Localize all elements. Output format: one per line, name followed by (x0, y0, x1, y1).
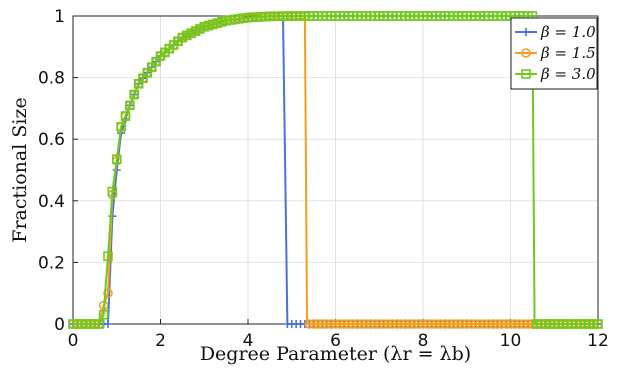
y-tick-label: 0.8 (38, 69, 65, 89)
x-tick-label: 6 (330, 331, 341, 351)
legend: β = 1.0 β = 1.5 β = 3.0 (510, 17, 598, 90)
tick-labels: 0 2 4 6 8 10 12 0 0.2 0.4 0.6 0.8 1 (38, 7, 609, 351)
data-point (94, 319, 105, 329)
series-2 (68, 11, 603, 329)
x-tick-label: 4 (243, 331, 254, 351)
legend-item: β = 3.0 (515, 65, 596, 83)
data-point (129, 89, 140, 100)
data-point (107, 186, 118, 197)
data-point (111, 154, 122, 165)
x-tick-label: 10 (500, 331, 522, 351)
data-point (98, 309, 109, 320)
data-point (593, 319, 603, 329)
x-tick-label: 12 (587, 331, 609, 351)
data-point (104, 320, 112, 328)
series-layer (68, 11, 603, 329)
data-point (125, 100, 135, 111)
data-point (103, 251, 113, 262)
data-point (103, 288, 113, 299)
y-tick-label: 0.6 (38, 130, 65, 150)
data-point (522, 28, 530, 36)
data-point (521, 48, 531, 58)
legend-label: β = 3.0 (540, 65, 596, 83)
legend-label: β = 1.0 (540, 23, 596, 41)
y-tick-label: 0.2 (38, 253, 65, 273)
legend-item: β = 1.5 (515, 44, 596, 62)
data-point (116, 122, 126, 132)
legend-label: β = 1.5 (540, 44, 596, 62)
y-axis-title: Fractional Size (9, 97, 31, 242)
y-tick-label: 1 (54, 7, 65, 27)
y-tick-label: 0 (54, 315, 65, 335)
data-point (521, 69, 531, 79)
legend-items: β = 1.0 β = 1.5 β = 3.0 (515, 23, 596, 83)
x-tick-label: 8 (418, 331, 429, 351)
x-axis-title: Degree Parameter (λr = λb) (200, 343, 471, 365)
x-tick-label: 0 (68, 331, 79, 351)
x-tick-label: 2 (155, 331, 166, 351)
y-tick-label: 0.4 (38, 192, 65, 212)
legend-item: β = 1.0 (515, 23, 596, 41)
data-point (120, 111, 131, 121)
